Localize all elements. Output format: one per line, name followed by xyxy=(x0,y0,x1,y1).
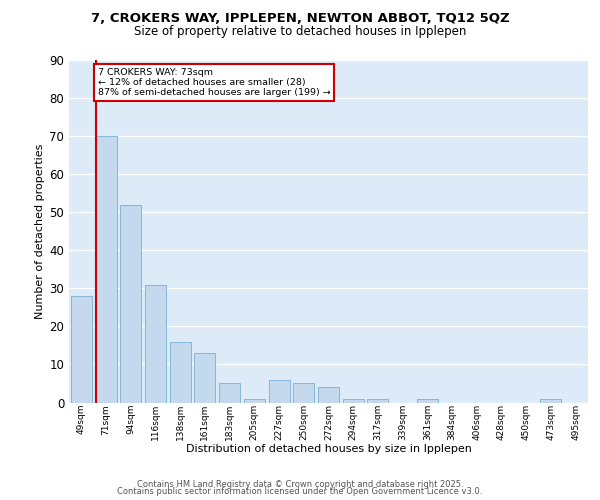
Bar xyxy=(219,384,240,402)
Bar xyxy=(541,398,562,402)
Bar xyxy=(194,353,215,403)
Bar xyxy=(367,398,388,402)
Bar xyxy=(417,398,438,402)
Bar xyxy=(95,136,116,402)
Text: Contains HM Land Registry data © Crown copyright and database right 2025.: Contains HM Land Registry data © Crown c… xyxy=(137,480,463,489)
Text: 7 CROKERS WAY: 73sqm
← 12% of detached houses are smaller (28)
87% of semi-detac: 7 CROKERS WAY: 73sqm ← 12% of detached h… xyxy=(98,68,330,98)
Bar xyxy=(318,388,339,402)
Bar xyxy=(293,384,314,402)
Text: Contains public sector information licensed under the Open Government Licence v3: Contains public sector information licen… xyxy=(118,488,482,496)
Bar xyxy=(120,204,141,402)
Bar xyxy=(170,342,191,402)
Bar xyxy=(343,398,364,402)
X-axis label: Distribution of detached houses by size in Ipplepen: Distribution of detached houses by size … xyxy=(185,444,472,454)
Bar xyxy=(145,284,166,403)
Bar xyxy=(71,296,92,403)
Y-axis label: Number of detached properties: Number of detached properties xyxy=(35,144,45,319)
Text: Size of property relative to detached houses in Ipplepen: Size of property relative to detached ho… xyxy=(134,24,466,38)
Bar xyxy=(269,380,290,402)
Text: 7, CROKERS WAY, IPPLEPEN, NEWTON ABBOT, TQ12 5QZ: 7, CROKERS WAY, IPPLEPEN, NEWTON ABBOT, … xyxy=(91,12,509,26)
Bar xyxy=(244,398,265,402)
